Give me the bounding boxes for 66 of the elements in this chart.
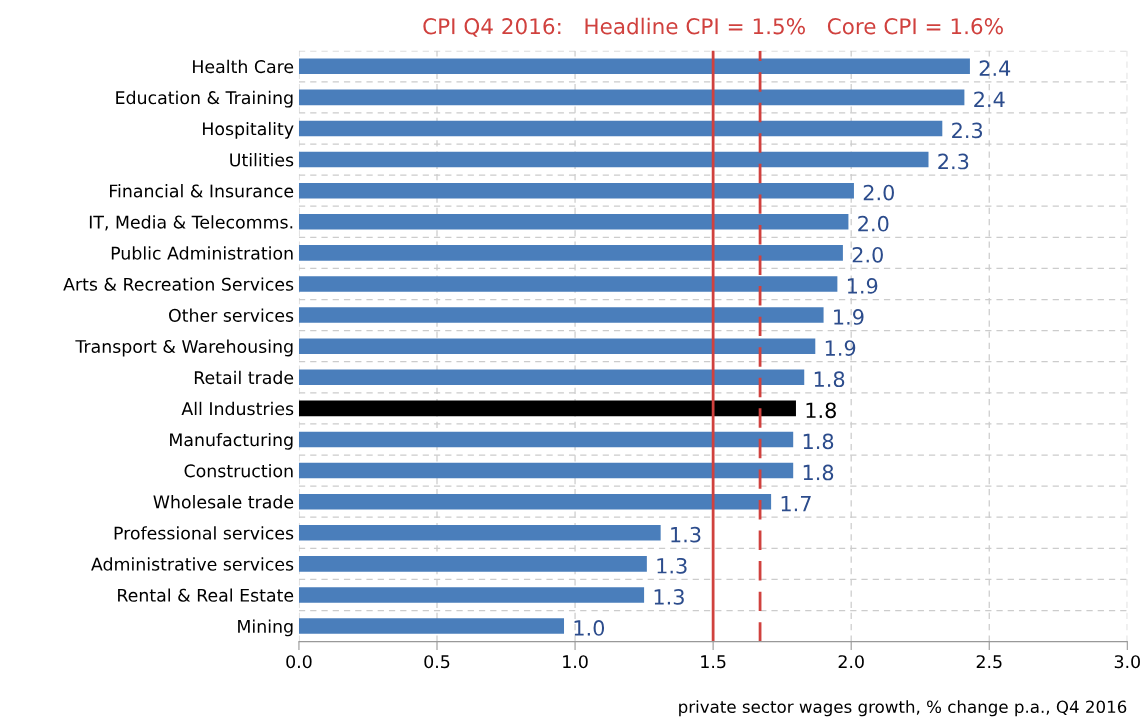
bar bbox=[298, 214, 849, 230]
data-label: 2.0 bbox=[852, 246, 883, 263]
data-label: 1.8 bbox=[814, 371, 845, 388]
y-tick-label: Other services bbox=[169, 308, 294, 322]
y-tick-label: Professional services bbox=[114, 526, 294, 540]
data-label: 1.0 bbox=[574, 620, 605, 636]
y-tick-label: Arts & Recreation Services bbox=[63, 277, 294, 291]
data-label: 2.0 bbox=[863, 184, 894, 201]
bar bbox=[298, 307, 824, 323]
y-tick-label: Education & Training bbox=[116, 90, 293, 108]
y-tick-label: Public Administration bbox=[111, 246, 293, 260]
y-tick-label: Rental & Real Estate bbox=[118, 588, 294, 602]
bar bbox=[298, 369, 805, 386]
y-tick-label: Wholesale trade bbox=[153, 495, 294, 509]
data-label: 1.7 bbox=[781, 495, 811, 512]
y-tick-label: Construction bbox=[184, 463, 293, 478]
y-tick-label: Mining bbox=[238, 619, 293, 637]
bar bbox=[298, 493, 772, 510]
bar bbox=[298, 58, 970, 75]
y-tick-label: Administrative services bbox=[91, 557, 294, 571]
y-tick-label: Financial & Insurance bbox=[110, 184, 294, 198]
data-label: 1.9 bbox=[847, 278, 878, 294]
x-tick-label: 1.5 bbox=[701, 655, 726, 669]
bar bbox=[298, 525, 661, 541]
bar bbox=[298, 400, 796, 417]
y-tick-label: Utilities bbox=[230, 153, 294, 167]
bar bbox=[298, 120, 943, 137]
data-label: 2.4 bbox=[974, 91, 1005, 107]
data-label: 1.3 bbox=[671, 526, 701, 543]
y-tick-label: All Industries bbox=[181, 401, 294, 416]
bar bbox=[298, 245, 843, 261]
data-label: 2.3 bbox=[938, 153, 969, 170]
data-label: 1.3 bbox=[657, 557, 687, 574]
y-tick-label: Hospitality bbox=[203, 121, 294, 139]
x-axis-title: private sector wages growth, % change p.a., Q4 2016 bbox=[679, 700, 1127, 717]
bar bbox=[298, 182, 854, 199]
bar bbox=[298, 338, 816, 354]
y-tick-label: Retail trade bbox=[194, 370, 294, 385]
bar bbox=[298, 556, 647, 572]
y-tick-label: Manufacturing bbox=[170, 432, 293, 450]
x-tick-label: 3.0 bbox=[1114, 655, 1140, 669]
bar bbox=[298, 587, 645, 603]
y-tick-label: Transport & Warehousing bbox=[75, 339, 293, 357]
bar bbox=[298, 618, 565, 634]
bar bbox=[298, 276, 838, 292]
data-label: 1.9 bbox=[825, 340, 856, 356]
bar bbox=[298, 89, 965, 106]
x-tick-label: 0.0 bbox=[286, 655, 312, 669]
bar bbox=[298, 151, 929, 168]
data-label: 1.9 bbox=[834, 309, 864, 325]
data-label: 2.3 bbox=[952, 122, 983, 139]
x-tick-label: 1.0 bbox=[563, 655, 588, 669]
data-label: 1.8 bbox=[806, 402, 836, 419]
x-tick-label: 2.0 bbox=[838, 655, 864, 669]
data-label: 2.4 bbox=[979, 60, 1011, 76]
x-tick-label: 0.5 bbox=[424, 655, 450, 669]
y-tick-label: IT, Media & Telecomms. bbox=[89, 215, 293, 231]
y-tick-label: Health Care bbox=[193, 59, 294, 74]
data-label: 1.8 bbox=[803, 433, 834, 450]
data-label: 2.0 bbox=[858, 215, 889, 232]
data-label: 1.8 bbox=[803, 464, 834, 481]
bar bbox=[298, 462, 794, 479]
chart-title: CPI Q4 2016: Headline CPI = 1.5% Core CPI = 1.6% bbox=[423, 17, 1003, 37]
x-tick-label: 2.5 bbox=[976, 655, 1002, 669]
data-label: 1.3 bbox=[654, 589, 684, 605]
bar bbox=[298, 431, 794, 448]
